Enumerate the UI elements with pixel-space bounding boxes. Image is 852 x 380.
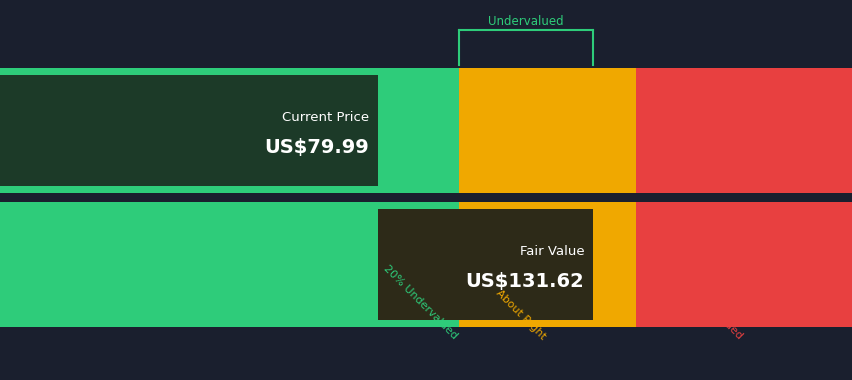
Text: About Right: About Right bbox=[493, 288, 547, 342]
Text: Undervalued: Undervalued bbox=[487, 15, 563, 28]
Bar bbox=[458, 203, 636, 327]
Bar bbox=[0, 75, 377, 186]
Bar bbox=[0, 68, 458, 193]
Text: Current Price: Current Price bbox=[282, 111, 369, 124]
Text: 20% Overvalued: 20% Overvalued bbox=[671, 269, 744, 342]
Text: Fair Value: Fair Value bbox=[519, 245, 584, 258]
Text: 20% Undervalued: 20% Undervalued bbox=[381, 264, 458, 342]
Text: US$131.62: US$131.62 bbox=[465, 272, 584, 291]
Bar bbox=[0, 203, 458, 327]
Bar bbox=[458, 68, 636, 193]
Text: US$79.99: US$79.99 bbox=[264, 138, 369, 157]
Bar bbox=[636, 68, 852, 193]
Bar bbox=[636, 203, 852, 327]
Text: 39.2%: 39.2% bbox=[489, 0, 561, 1]
Bar bbox=[377, 209, 592, 320]
